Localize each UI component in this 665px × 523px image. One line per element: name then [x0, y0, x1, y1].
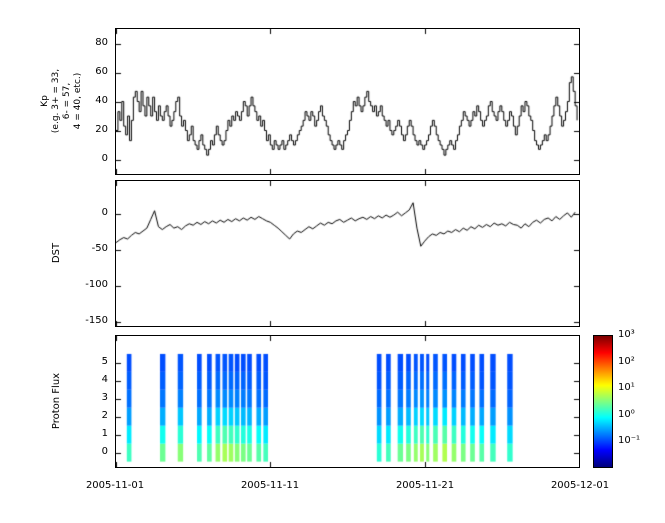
colorbar-tick-label: 10⁰ [618, 408, 635, 420]
y-tick-label: -150 [85, 315, 108, 327]
proton-flux-panel [115, 335, 580, 468]
y-tick-label: 40 [95, 94, 108, 106]
colorbar-gradient-canvas [594, 336, 612, 467]
colorbar [593, 335, 613, 468]
proton-flux-axis-label: Proton Flux [51, 372, 62, 430]
dst-plot-canvas [116, 181, 579, 326]
colorbar-tick-label: 10⁻¹ [618, 435, 641, 447]
x-tick-label: 2005-11-21 [395, 480, 455, 491]
dst-panel [115, 180, 580, 327]
y-tick-label: 5 [101, 355, 108, 367]
kp-panel [115, 28, 580, 175]
y-tick-label: 60 [95, 65, 108, 77]
colorbar-tick-label: 10³ [618, 329, 635, 340]
y-tick-label: 80 [95, 36, 108, 48]
kp-plot-canvas [116, 29, 579, 174]
y-tick-label: 0 [101, 206, 108, 218]
y-tick-label: -50 [91, 242, 108, 254]
x-tick-label: 2005-11-11 [240, 480, 300, 491]
y-tick-label: 1 [101, 427, 108, 439]
y-tick-label: 2 [101, 409, 108, 421]
y-tick-label: 20 [95, 123, 108, 135]
colorbar-tick-label: 10¹ [618, 382, 635, 394]
y-tick-label: 0 [101, 445, 108, 457]
proton-flux-canvas [116, 336, 579, 467]
y-tick-label: 3 [101, 391, 108, 403]
y-tick-label: 4 [101, 373, 108, 385]
y-tick-label: 0 [101, 152, 108, 164]
colorbar-tick-label: 10² [618, 355, 635, 367]
x-tick-label: 2005-12-01 [550, 480, 610, 491]
dst-axis-label: DST [51, 242, 62, 264]
y-tick-label: -100 [85, 279, 108, 291]
x-tick-label: 2005-11-01 [85, 480, 145, 491]
